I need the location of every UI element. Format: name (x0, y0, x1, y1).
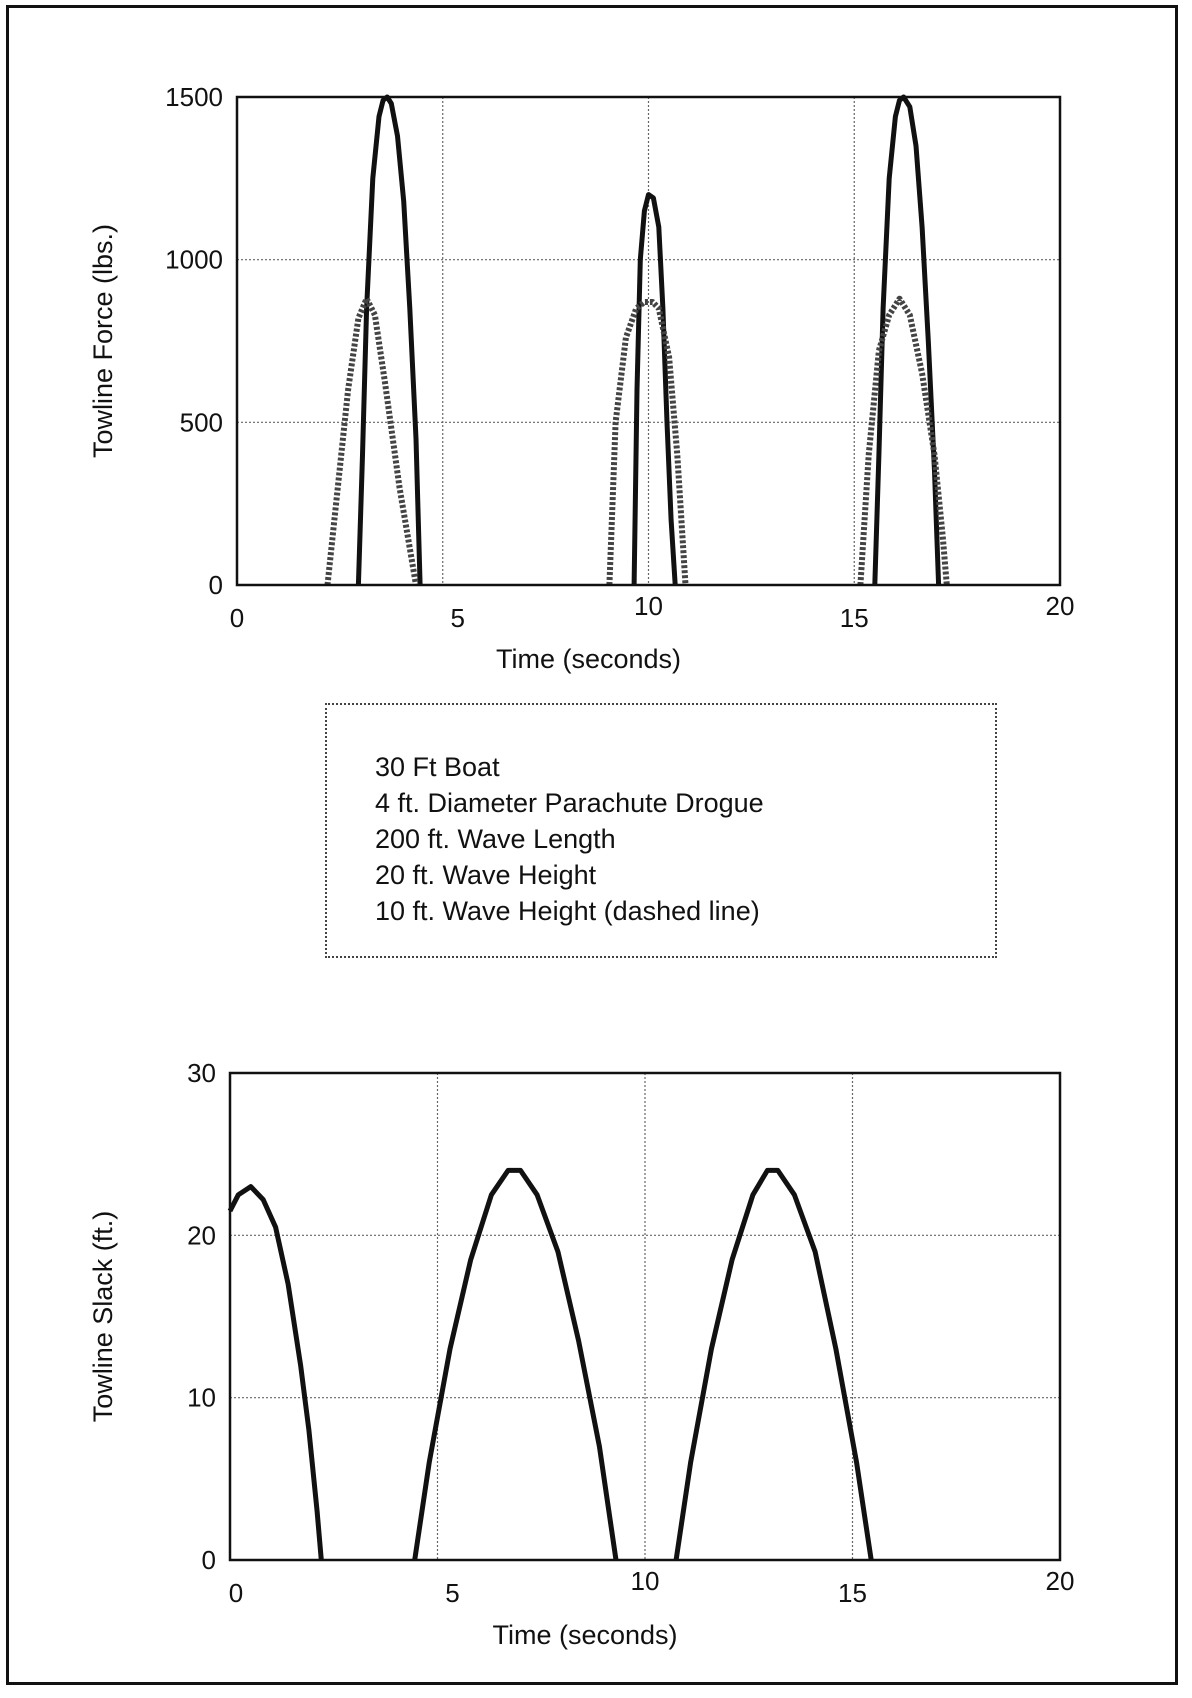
y-tick-label: 0 (209, 570, 223, 600)
legend-line-boat: 30 Ft Boat (375, 752, 500, 782)
figure-frame (6, 5, 1178, 1685)
x-tick-label: 15 (838, 1578, 867, 1608)
legend-line-wave-length: 200 ft. Wave Length (375, 824, 616, 854)
dashed-series-segment (857, 295, 950, 586)
x-tick-label: 20 (1046, 591, 1075, 621)
y-tick-label: 20 (187, 1220, 216, 1250)
solid-series-segment (673, 1167, 874, 1561)
x-tick-label: 10 (634, 591, 663, 621)
x-tick-label: 0 (229, 1578, 243, 1608)
solid-series-segment (412, 1167, 619, 1561)
x-tick-label: 20 (1046, 1566, 1075, 1596)
y-axis-title: Towline Force (lbs.) (88, 224, 118, 458)
y-tick-label: 30 (187, 1058, 216, 1088)
y-tick-label: 1500 (165, 82, 223, 112)
y-axis-title: Towline Slack (ft.) (88, 1211, 118, 1423)
x-tick-label: 15 (840, 603, 869, 633)
towline-force-chart: 0 5 10 15 20 0 500 1000 1500 Time (seconds) Towlin… (88, 82, 1075, 674)
y-tick-label: 500 (180, 407, 223, 437)
y-tick-label: 1000 (165, 245, 223, 275)
x-tick-label: 5 (445, 1578, 459, 1608)
x-axis-title: Time (seconds) (492, 1620, 677, 1650)
dashed-series-segment (606, 299, 689, 586)
legend-line-drogue: 4 ft. Diameter Parachute Drogue (375, 788, 764, 818)
solid-series-segment (631, 192, 678, 586)
legend-box: 30 Ft Boat 4 ft. Diameter Parachute Drog… (325, 703, 997, 958)
legend-line-wave-height-20: 20 ft. Wave Height (375, 860, 597, 890)
x-axis-title: Time (seconds) (496, 644, 681, 674)
plot-frame (228, 1071, 1062, 1562)
x-tick-label: 10 (631, 1566, 660, 1596)
legend-line-wave-height-10: 10 ft. Wave Height (dashed line) (375, 896, 760, 926)
solid-series-segment (227, 1184, 324, 1561)
x-tick-label: 5 (451, 603, 465, 633)
y-tick-label: 10 (187, 1383, 216, 1413)
x-tick-label: 0 (230, 603, 244, 633)
dashed-series-segment (324, 295, 419, 586)
plot-frame (235, 95, 1062, 587)
legend-lines: 30 Ft Boat 4 ft. Diameter Parachute Drog… (375, 749, 764, 929)
y-tick-label: 0 (202, 1545, 216, 1575)
